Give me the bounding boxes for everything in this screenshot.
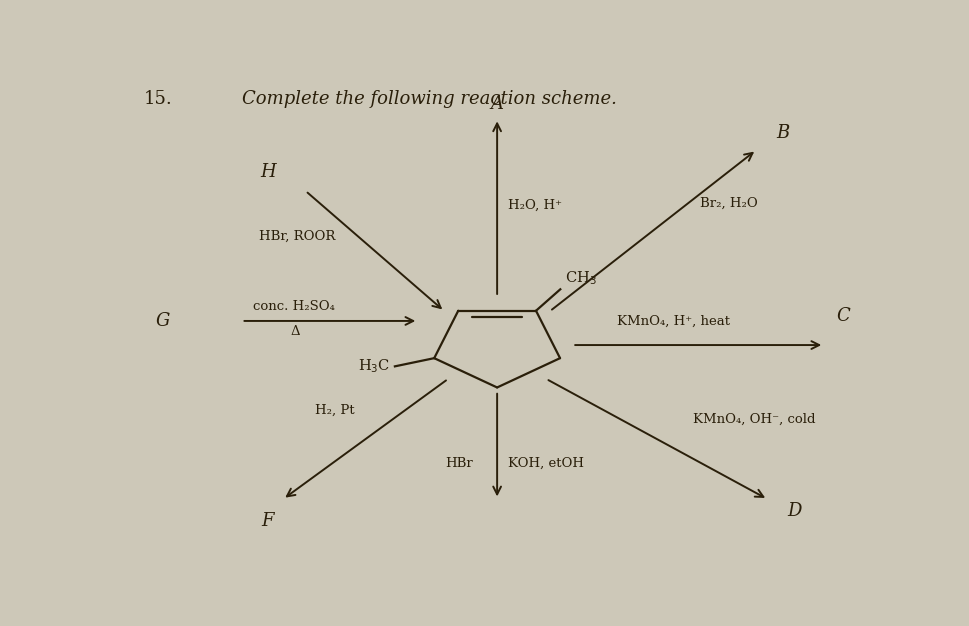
Text: C: C <box>835 307 849 325</box>
Text: H: H <box>260 163 275 180</box>
Text: HBr, ROOR: HBr, ROOR <box>259 230 335 243</box>
Text: HBr: HBr <box>445 456 473 470</box>
Text: H₂, Pt: H₂, Pt <box>314 404 354 417</box>
Text: KOH, etOH: KOH, etOH <box>508 456 583 470</box>
Text: D: D <box>786 502 800 520</box>
Text: CH$_3$: CH$_3$ <box>564 269 596 287</box>
Text: G: G <box>155 312 170 330</box>
Text: KMnO₄, OH⁻, cold: KMnO₄, OH⁻, cold <box>692 413 814 426</box>
Text: conc. H₂SO₄: conc. H₂SO₄ <box>253 300 334 313</box>
Text: Br₂, H₂O: Br₂, H₂O <box>700 197 757 209</box>
Text: Δ: Δ <box>291 325 300 338</box>
Text: F: F <box>262 512 274 530</box>
Text: KMnO₄, H⁺, heat: KMnO₄, H⁺, heat <box>616 314 730 327</box>
Text: B: B <box>775 124 789 142</box>
Text: 15.: 15. <box>143 90 172 108</box>
Text: H₂O, H⁺: H₂O, H⁺ <box>508 199 562 212</box>
Text: Complete the following reaction scheme.: Complete the following reaction scheme. <box>241 90 615 108</box>
Text: A: A <box>490 95 503 113</box>
Text: H$_3$C: H$_3$C <box>358 357 390 375</box>
